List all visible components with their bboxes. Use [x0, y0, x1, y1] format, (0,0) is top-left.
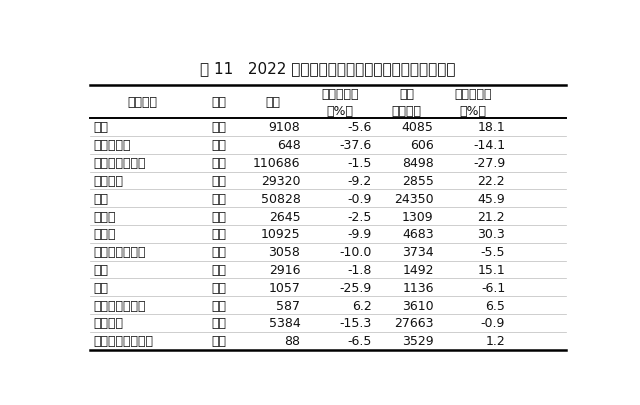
Text: 88: 88	[284, 335, 300, 347]
Text: 万吨: 万吨	[211, 192, 226, 205]
Text: 8498: 8498	[402, 157, 434, 170]
Text: 亿个: 亿个	[211, 317, 226, 330]
Text: 606: 606	[410, 139, 434, 152]
Text: 21.2: 21.2	[477, 210, 505, 223]
Text: -5.6: -5.6	[348, 121, 372, 134]
Text: 比上年增长
（%）: 比上年增长 （%）	[321, 87, 358, 117]
Text: -9.9: -9.9	[348, 228, 372, 241]
Text: 万吨: 万吨	[211, 299, 226, 312]
Text: -0.9: -0.9	[348, 192, 372, 205]
Text: 初级形状的塑料: 初级形状的塑料	[93, 245, 146, 258]
Text: 集成电路: 集成电路	[93, 317, 124, 330]
Text: 万吨: 万吨	[211, 228, 226, 241]
Text: 万吨: 万吨	[211, 245, 226, 258]
Text: 万吨: 万吨	[211, 210, 226, 223]
Text: 45.9: 45.9	[477, 192, 505, 205]
Text: 万吨: 万吨	[211, 157, 226, 170]
Text: 1492: 1492	[402, 263, 434, 276]
Text: -0.9: -0.9	[481, 317, 505, 330]
Text: 6.5: 6.5	[485, 299, 505, 312]
Text: 成品油: 成品油	[93, 210, 116, 223]
Text: -1.5: -1.5	[348, 157, 372, 170]
Text: 2916: 2916	[269, 263, 300, 276]
Text: -14.1: -14.1	[473, 139, 505, 152]
Text: 比上年增长
（%）: 比上年增长 （%）	[454, 87, 492, 117]
Text: 18.1: 18.1	[477, 121, 505, 134]
Text: 万吨: 万吨	[211, 175, 226, 188]
Text: 表 11   2022 年主要商品进口数量、金额及其增长速度: 表 11 2022 年主要商品进口数量、金额及其增长速度	[200, 61, 456, 76]
Text: 原油: 原油	[93, 192, 109, 205]
Text: 万辆: 万辆	[211, 335, 226, 347]
Text: 27663: 27663	[394, 317, 434, 330]
Text: 大豆: 大豆	[93, 121, 109, 134]
Text: 天然气: 天然气	[93, 228, 116, 241]
Text: -9.2: -9.2	[348, 175, 372, 188]
Text: 587: 587	[276, 299, 300, 312]
Text: 铁矿砂及其精矿: 铁矿砂及其精矿	[93, 157, 146, 170]
Text: 3058: 3058	[269, 245, 300, 258]
Text: 万吨: 万吨	[211, 263, 226, 276]
Text: 4085: 4085	[402, 121, 434, 134]
Text: 6.2: 6.2	[352, 299, 372, 312]
Text: -1.8: -1.8	[348, 263, 372, 276]
Text: -5.5: -5.5	[481, 245, 505, 258]
Text: 万吨: 万吨	[211, 121, 226, 134]
Text: 3734: 3734	[402, 245, 434, 258]
Text: 2855: 2855	[402, 175, 434, 188]
Text: 汽车（包括底盘）: 汽车（包括底盘）	[93, 335, 154, 347]
Text: 万吨: 万吨	[211, 139, 226, 152]
Text: -10.0: -10.0	[339, 245, 372, 258]
Text: 金额
（亿元）: 金额 （亿元）	[392, 87, 422, 117]
Text: 商品名称: 商品名称	[127, 96, 157, 109]
Text: 10925: 10925	[260, 228, 300, 241]
Text: 9108: 9108	[269, 121, 300, 134]
Text: 29320: 29320	[261, 175, 300, 188]
Text: -6.5: -6.5	[348, 335, 372, 347]
Text: -15.3: -15.3	[340, 317, 372, 330]
Text: 单位: 单位	[211, 96, 226, 109]
Text: 纸浆: 纸浆	[93, 263, 109, 276]
Text: 1057: 1057	[269, 281, 300, 294]
Text: 未锻轧铜及铜材: 未锻轧铜及铜材	[93, 299, 146, 312]
Text: 22.2: 22.2	[477, 175, 505, 188]
Text: 钢材: 钢材	[93, 281, 109, 294]
Text: -37.6: -37.6	[340, 139, 372, 152]
Text: 50828: 50828	[260, 192, 300, 205]
Text: 5384: 5384	[269, 317, 300, 330]
Text: -27.9: -27.9	[473, 157, 505, 170]
Text: 30.3: 30.3	[477, 228, 505, 241]
Text: 110686: 110686	[253, 157, 300, 170]
Text: -6.1: -6.1	[481, 281, 505, 294]
Text: 1309: 1309	[402, 210, 434, 223]
Text: 煤及褐煤: 煤及褐煤	[93, 175, 124, 188]
Text: 4683: 4683	[402, 228, 434, 241]
Text: 数量: 数量	[266, 96, 281, 109]
Text: 3610: 3610	[402, 299, 434, 312]
Text: 24350: 24350	[394, 192, 434, 205]
Text: 1.2: 1.2	[485, 335, 505, 347]
Text: 万吨: 万吨	[211, 281, 226, 294]
Text: 2645: 2645	[269, 210, 300, 223]
Text: -25.9: -25.9	[340, 281, 372, 294]
Text: 食用植物油: 食用植物油	[93, 139, 131, 152]
Text: 1136: 1136	[402, 281, 434, 294]
Text: 15.1: 15.1	[477, 263, 505, 276]
Text: 3529: 3529	[402, 335, 434, 347]
Text: 648: 648	[276, 139, 300, 152]
Text: -2.5: -2.5	[348, 210, 372, 223]
